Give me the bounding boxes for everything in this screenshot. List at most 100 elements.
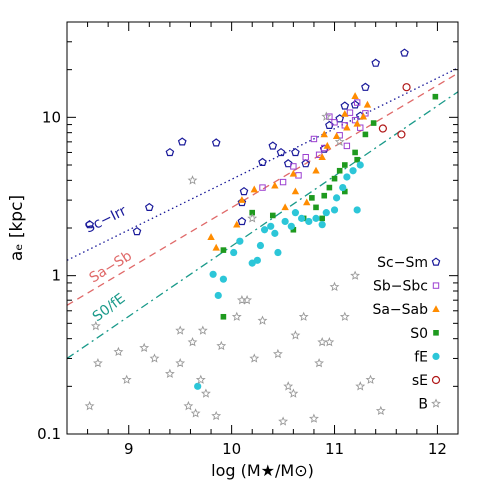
legend-marker (432, 352, 440, 360)
data-point (268, 141, 278, 150)
data-point (200, 388, 211, 398)
data-point (85, 220, 95, 229)
data-point (149, 353, 160, 363)
series-fe (194, 161, 364, 390)
legend-marker (431, 398, 441, 408)
data-point (335, 114, 345, 123)
data-point (312, 214, 320, 222)
data-point (313, 204, 319, 211)
data-point (351, 92, 359, 99)
data-point (342, 188, 348, 195)
fit-line-s0 (66, 91, 459, 359)
data-point (361, 82, 370, 91)
legend-marker (431, 375, 441, 385)
data-point (239, 186, 249, 196)
data-point (310, 135, 318, 143)
data-point (312, 166, 320, 174)
data-point (341, 109, 349, 117)
data-point (242, 295, 253, 305)
data-point (378, 124, 387, 133)
data-point (279, 178, 287, 186)
data-point (353, 206, 361, 214)
data-point (352, 149, 358, 156)
fit-line-sc-sm (66, 67, 459, 261)
data-point (236, 237, 244, 245)
data-point (354, 156, 360, 163)
data-point (177, 137, 187, 146)
data-point (187, 337, 198, 347)
data-point (321, 192, 328, 199)
data-point (211, 138, 221, 147)
data-point (253, 256, 261, 264)
data-point (249, 353, 260, 363)
data-point (334, 136, 345, 147)
x-axis-label: log (M★/M⊙) (211, 461, 314, 480)
data-point (365, 374, 376, 384)
data-point (308, 413, 319, 423)
fit-line-sa-sb (66, 72, 459, 306)
x-tick-label: 10 (222, 440, 241, 458)
data-point (249, 209, 256, 216)
data-point (290, 330, 301, 340)
data-point (432, 93, 439, 100)
data-point (274, 248, 282, 257)
data-point (298, 311, 309, 321)
data-point (342, 162, 348, 168)
data-point (363, 100, 372, 108)
data-point (121, 374, 132, 384)
data-point (295, 172, 302, 179)
data-point (90, 320, 101, 331)
data-point (371, 58, 381, 67)
data-point (281, 203, 289, 211)
data-point (301, 159, 311, 168)
data-point (355, 381, 366, 391)
legend-label: Sa−Sab (372, 302, 428, 318)
data-point (113, 346, 124, 357)
data-point (343, 123, 351, 131)
data-point (298, 214, 306, 222)
data-point (397, 130, 406, 139)
data-point (321, 111, 332, 121)
data-point (350, 100, 360, 109)
data-point (132, 226, 142, 236)
data-point (247, 213, 258, 223)
data-point (256, 241, 265, 250)
data-point (288, 388, 299, 398)
data-point (267, 222, 275, 230)
fit-line-label: Sc−Irr (83, 203, 130, 237)
data-point (259, 184, 266, 191)
data-point (290, 226, 297, 233)
legend-label: Sc−Sm (377, 255, 428, 271)
data-point (291, 147, 300, 157)
data-point (175, 358, 186, 368)
data-point (339, 311, 350, 321)
data-point (187, 175, 198, 185)
data-point (343, 173, 351, 181)
data-point (343, 142, 351, 150)
data-point (175, 325, 186, 335)
data-point (331, 119, 338, 126)
data-point (258, 157, 267, 166)
data-point (324, 337, 335, 347)
data-point (231, 311, 242, 321)
data-point (216, 340, 227, 351)
data-point (302, 153, 309, 161)
data-point (194, 382, 202, 390)
data-point (332, 132, 341, 139)
series-sc-sm (85, 48, 409, 236)
legend-marker (433, 330, 439, 336)
data-point (233, 220, 241, 228)
data-point (339, 183, 347, 192)
data-point (214, 291, 222, 300)
data-point (353, 99, 361, 106)
data-point (271, 229, 279, 237)
data-point (400, 48, 409, 57)
data-point (326, 184, 333, 191)
data-point (362, 110, 369, 117)
data-point (375, 405, 386, 416)
data-point (197, 325, 208, 335)
data-point (260, 226, 269, 234)
data-point (278, 416, 289, 426)
data-point (281, 217, 289, 226)
data-point (326, 113, 333, 120)
